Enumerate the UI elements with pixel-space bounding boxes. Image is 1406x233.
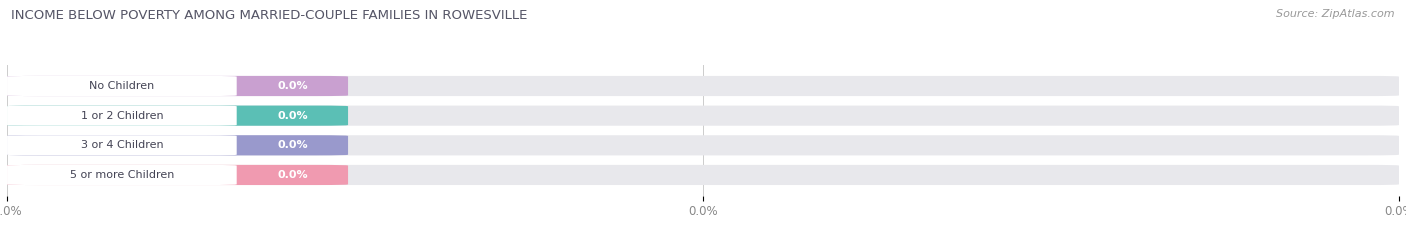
- FancyBboxPatch shape: [7, 165, 1399, 185]
- Text: No Children: No Children: [89, 81, 155, 91]
- FancyBboxPatch shape: [7, 106, 349, 126]
- Text: 0.0%: 0.0%: [277, 170, 308, 180]
- Text: 0.0%: 0.0%: [277, 81, 308, 91]
- FancyBboxPatch shape: [7, 165, 236, 185]
- Text: 1 or 2 Children: 1 or 2 Children: [80, 111, 163, 121]
- Text: 0.0%: 0.0%: [277, 111, 308, 121]
- FancyBboxPatch shape: [7, 76, 1399, 96]
- FancyBboxPatch shape: [7, 106, 1399, 126]
- FancyBboxPatch shape: [7, 165, 349, 185]
- FancyBboxPatch shape: [7, 76, 349, 96]
- Text: INCOME BELOW POVERTY AMONG MARRIED-COUPLE FAMILIES IN ROWESVILLE: INCOME BELOW POVERTY AMONG MARRIED-COUPL…: [11, 9, 527, 22]
- Text: Source: ZipAtlas.com: Source: ZipAtlas.com: [1277, 9, 1395, 19]
- FancyBboxPatch shape: [7, 76, 236, 96]
- FancyBboxPatch shape: [7, 106, 236, 126]
- Text: 5 or more Children: 5 or more Children: [70, 170, 174, 180]
- FancyBboxPatch shape: [7, 135, 236, 155]
- Text: 0.0%: 0.0%: [277, 140, 308, 150]
- FancyBboxPatch shape: [7, 135, 349, 155]
- FancyBboxPatch shape: [7, 135, 1399, 155]
- Text: 3 or 4 Children: 3 or 4 Children: [80, 140, 163, 150]
